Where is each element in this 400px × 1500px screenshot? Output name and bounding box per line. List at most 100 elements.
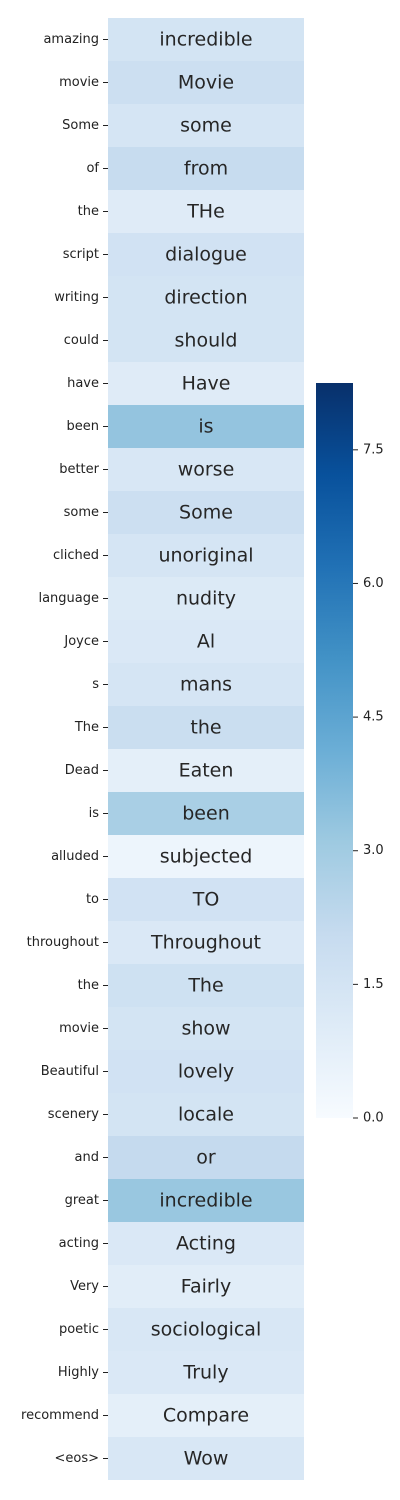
cell-token-label: Acting [176,1233,236,1255]
cell-token-label: some [180,115,232,137]
y-tick-label: is [89,806,100,821]
y-tick-label: The [74,720,99,735]
heatmap-cell [108,276,304,319]
y-tick-label: <eos> [54,1451,99,1466]
y-tick-label: Very [70,1279,99,1294]
cell-token-label: Eaten [179,760,234,782]
heatmap-cell [108,620,304,663]
y-tick-label: some [64,505,99,520]
heatmap-cell [108,1222,304,1265]
y-tick-label: have [67,376,99,391]
heatmap-cell [108,362,304,405]
y-tick-label: acting [59,1236,99,1251]
colorbar: 0.0 1.5 3.0 4.5 6.0 7.5 [316,383,384,1126]
heatmap-cell [108,1093,304,1136]
heatmap-cell [108,233,304,276]
heatmap-cell [108,577,304,620]
heatmap-cell [108,18,304,61]
colorbar-gradient [316,383,353,1118]
y-tick-label: to [86,892,99,907]
y-tick-label: movie [59,1021,99,1036]
cell-token-label: should [175,330,238,352]
y-tick-label: better [59,462,99,477]
cell-token-label: incredible [159,29,252,51]
heatmap-cell [108,749,304,792]
cell-token-label: direction [164,287,247,309]
cell-token-label: Compare [163,1405,249,1427]
y-tick-label: Dead [65,763,99,778]
heatmap-cell [108,491,304,534]
y-tick-label: been [67,419,100,434]
heatmap-cell [108,61,304,104]
y-tick-label: the [78,978,99,993]
cell-token-label: sociological [151,1319,261,1341]
cell-token-label: unoriginal [158,545,253,567]
cell-token-label: Truly [182,1362,228,1384]
y-tick-label: language [38,591,99,606]
cell-token-label: from [184,158,228,180]
heatmap-cell [108,448,304,491]
cell-token-label: Wow [184,1448,229,1470]
y-tick-label: poetic [59,1322,99,1337]
heatmap-cell [108,1351,304,1394]
y-tick-label: great [65,1193,99,1208]
y-tick-label: s [92,677,99,692]
heatmap-cell [108,835,304,878]
cell-token-label: Fairly [181,1276,231,1298]
cell-token-label: show [181,1018,230,1040]
y-tick-label: Some [62,118,99,133]
heatmap-cell [108,319,304,362]
heatmap-cell [108,534,304,577]
cell-token-label: dialogue [165,244,247,266]
y-tick-label: scenery [48,1107,100,1122]
y-tick-label: recommend [21,1408,99,1423]
cell-token-label: worse [178,459,235,481]
heatmap-cell [108,1007,304,1050]
cell-token-label: the [190,717,221,739]
colorbar-tick-label: 6.0 [363,576,384,591]
colorbar-tick-label: 3.0 [363,843,384,858]
heatmap-cell [108,190,304,233]
colorbar-tick-label: 0.0 [363,1111,384,1126]
heatmap-cell [108,792,304,835]
heatmap-cell [108,663,304,706]
heatmap-cells: incredible amazing Movie movie some Some from o… [21,18,304,1480]
heatmap-cell [108,1308,304,1351]
y-tick-label: the [78,204,99,219]
heatmap-cell [108,706,304,749]
colorbar-tick-label: 1.5 [363,977,384,992]
y-tick-label: throughout [27,935,99,950]
heatmap-cell [108,1265,304,1308]
heatmap-cell [108,964,304,1007]
heatmap-cell [108,1136,304,1179]
cell-token-label: Have [182,373,231,395]
cell-token-label: THe [186,201,225,223]
cell-token-label: Movie [178,72,234,94]
heatmap-cell [108,1050,304,1093]
cell-token-label: mans [180,674,232,696]
y-tick-label: cliched [53,548,99,563]
y-tick-label: Joyce [63,634,99,649]
heatmap-cell [108,1437,304,1480]
y-tick-label: and [75,1150,99,1165]
heatmap-cell [108,104,304,147]
y-tick-label: Beautiful [41,1064,99,1079]
cell-token-label: subjected [160,846,253,868]
cell-token-label: locale [178,1104,234,1126]
cell-token-label: The [187,975,223,997]
cell-token-label: Al [197,631,215,653]
cell-token-label: been [182,803,229,825]
heatmap-cell [108,921,304,964]
heatmap-cell [108,1179,304,1222]
y-tick-label: Highly [58,1365,99,1380]
y-tick-label: writing [54,290,99,305]
heatmap-cell [108,878,304,921]
heatmap-cell [108,147,304,190]
y-tick-label: script [63,247,99,262]
y-tick-label: amazing [43,32,99,47]
heatmap-cell [108,405,304,448]
y-tick-label: movie [59,75,99,90]
cell-token-label: lovely [178,1061,234,1083]
cell-token-label: is [198,416,213,438]
